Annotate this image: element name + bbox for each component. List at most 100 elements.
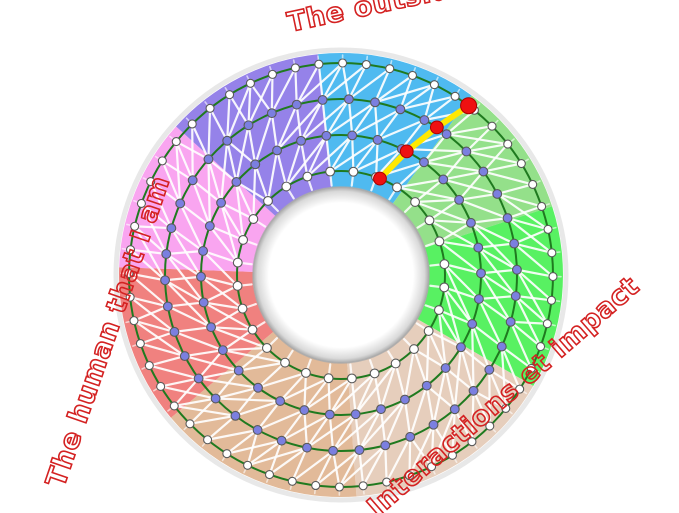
network-node	[144, 361, 154, 371]
network-node	[419, 157, 429, 168]
mesh-line	[400, 118, 426, 151]
network-node	[433, 305, 444, 316]
network-node	[328, 445, 339, 456]
network-node	[250, 159, 261, 170]
network-node	[467, 437, 477, 447]
network-node	[546, 295, 557, 305]
mesh-line	[482, 170, 534, 186]
mesh-line	[482, 162, 523, 173]
mesh-line	[453, 408, 474, 443]
highlight-node[interactable]	[460, 97, 478, 115]
mesh-line	[430, 408, 456, 468]
mesh-line	[201, 249, 239, 264]
mesh-line	[409, 435, 433, 468]
highlight-path[interactable]	[376, 102, 472, 182]
network-node	[267, 69, 278, 79]
mesh-line	[465, 150, 523, 165]
mesh-line	[438, 221, 473, 243]
mesh-line	[443, 286, 474, 326]
mesh-line	[399, 83, 436, 111]
network-node	[160, 275, 171, 286]
mesh-line	[403, 398, 412, 438]
highlight-node[interactable]	[399, 144, 414, 159]
mesh-line	[442, 150, 468, 181]
mesh-line	[409, 384, 428, 438]
mesh-line	[226, 139, 257, 166]
mesh-line	[132, 319, 176, 333]
mesh-line	[209, 326, 269, 350]
network-node	[161, 249, 172, 259]
network-node	[196, 271, 206, 282]
network-node	[124, 268, 134, 278]
mesh-line	[437, 308, 463, 349]
network-node	[261, 343, 272, 353]
mesh-line	[506, 205, 543, 220]
mesh-line	[237, 346, 269, 372]
highlight-node-layer[interactable]	[373, 97, 478, 186]
mesh-line	[285, 134, 328, 188]
mesh-line	[373, 101, 379, 141]
network-node	[247, 324, 258, 335]
network-node	[232, 257, 243, 268]
highlight-node[interactable]	[429, 120, 444, 135]
mesh-line	[270, 66, 297, 115]
network-node	[300, 367, 311, 378]
mesh-line	[325, 134, 332, 173]
network-node	[281, 181, 292, 192]
mesh-line	[266, 149, 279, 203]
mesh-line	[191, 179, 223, 204]
mesh-line	[291, 449, 335, 483]
mesh-line	[427, 329, 463, 349]
center-hole-edge	[252, 186, 430, 364]
highlight-path-line[interactable]	[376, 102, 472, 182]
mesh-line	[423, 83, 436, 122]
mesh-line	[329, 134, 354, 173]
network-node	[243, 120, 254, 131]
mesh-line	[149, 180, 182, 205]
mesh-line	[207, 107, 212, 161]
network-node	[473, 242, 484, 253]
mesh-line	[208, 107, 229, 142]
mesh-line	[129, 248, 168, 256]
network-node	[125, 245, 136, 255]
mesh-line	[295, 61, 344, 106]
network-node	[407, 70, 418, 80]
mesh-line	[254, 163, 270, 203]
network-node	[175, 198, 186, 209]
mesh-line	[500, 345, 533, 370]
mesh-line	[247, 124, 257, 166]
mesh-line	[140, 202, 168, 256]
mesh-line	[221, 328, 254, 352]
network-node	[162, 301, 173, 312]
highlight-node[interactable]	[373, 171, 387, 186]
mesh-line	[299, 139, 309, 178]
mesh-line	[432, 423, 454, 457]
mesh-line	[477, 294, 517, 301]
mesh-line	[430, 423, 435, 468]
network-node	[526, 363, 536, 373]
mesh-line	[413, 178, 445, 204]
mesh-line	[354, 413, 361, 452]
network-node	[376, 404, 386, 415]
network-node	[461, 146, 472, 157]
network-node	[447, 450, 457, 460]
mesh-line	[275, 103, 298, 152]
network-node	[502, 213, 513, 224]
network-node	[276, 435, 287, 446]
mesh-line	[341, 61, 350, 101]
network-node	[485, 421, 495, 431]
mesh-line	[442, 170, 485, 181]
mesh-line	[451, 408, 456, 457]
mesh-line	[219, 201, 245, 242]
network-node	[441, 129, 452, 140]
network-node	[253, 382, 263, 393]
mesh-line	[149, 180, 173, 230]
network-node	[390, 358, 401, 369]
mesh-line	[443, 286, 463, 349]
mesh-line	[479, 268, 519, 275]
mesh-line	[513, 242, 553, 254]
network-node	[405, 431, 416, 442]
network-node	[385, 64, 395, 74]
mesh-line	[303, 377, 330, 412]
